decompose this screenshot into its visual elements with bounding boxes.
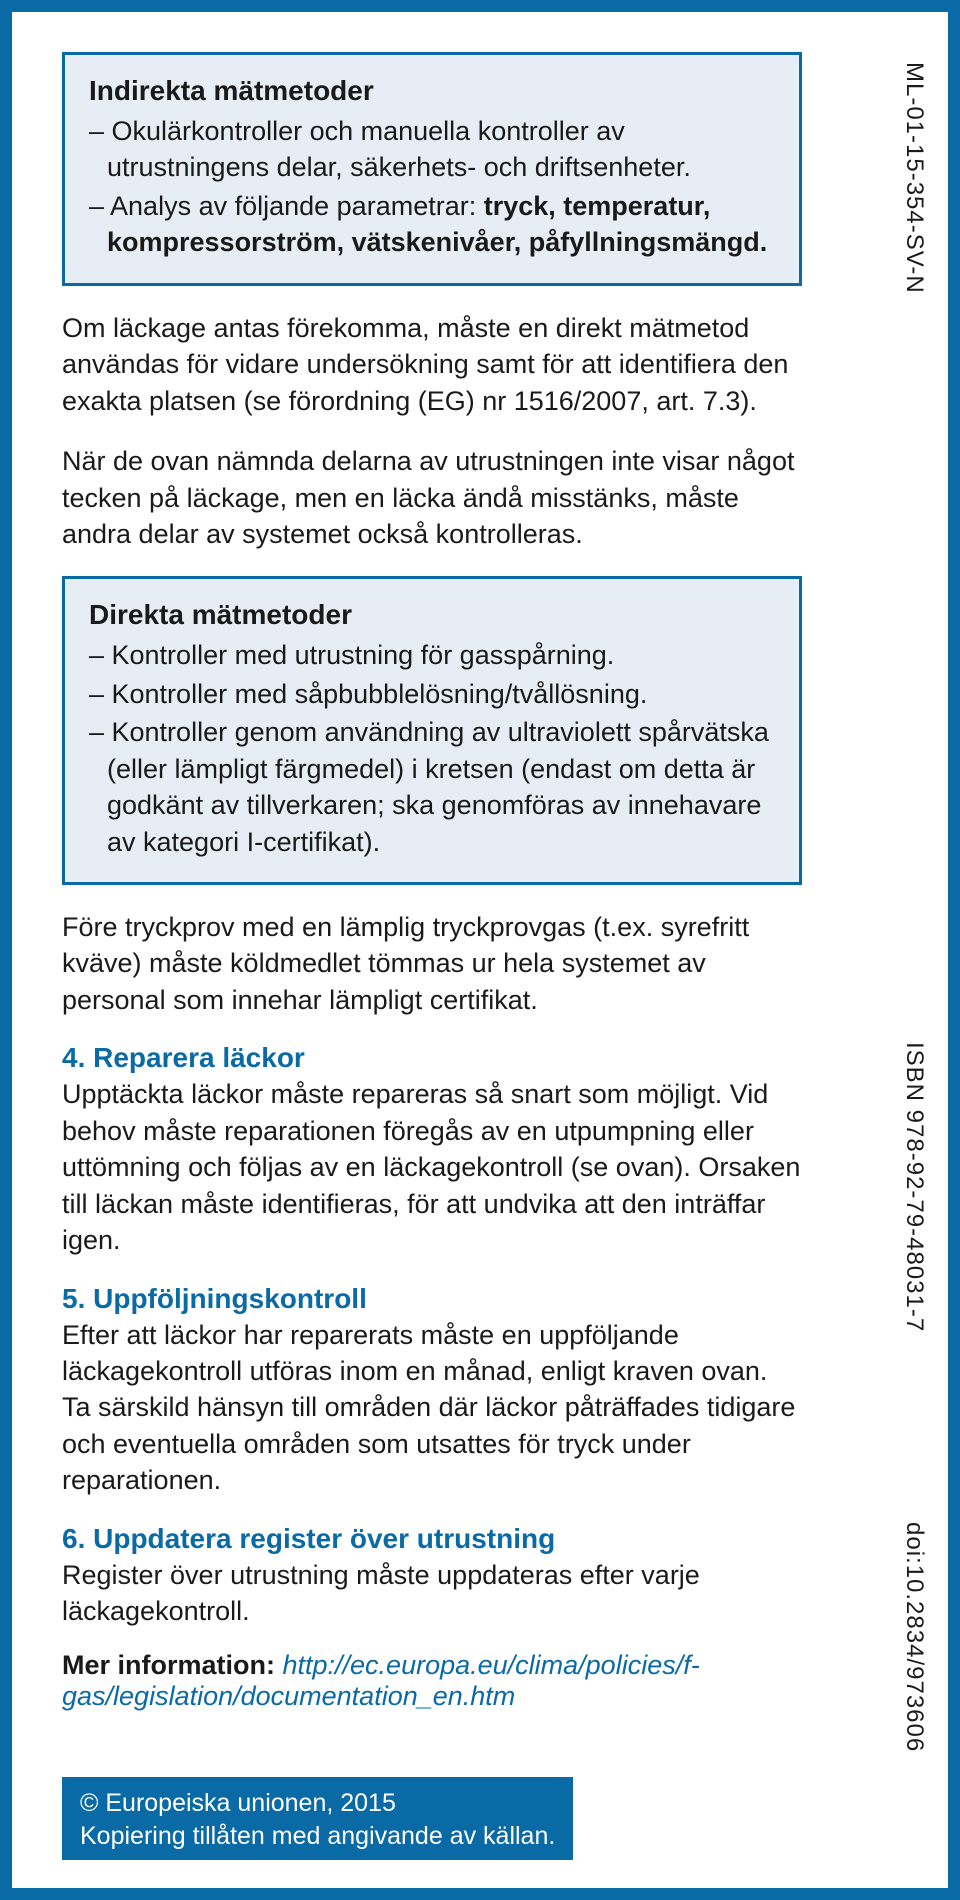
box1-item2-pre: – Analys av följande parametrar: [89, 191, 484, 221]
footer-line1: © Europeiska unionen, 2015 [80, 1787, 555, 1821]
section5-heading: 5. Uppföljningskontroll [62, 1283, 802, 1315]
paragraph-1: Om läckage antas förekomma, måste en dir… [62, 310, 802, 419]
section-5: 5. Uppföljningskontroll Efter att läckor… [62, 1283, 802, 1499]
box1-title: Indirekta mätmetoder [89, 75, 775, 107]
section4-body: Upptäckta läckor måste repareras så snar… [62, 1076, 802, 1258]
section-6: 6. Uppdatera register över utrustning Re… [62, 1523, 802, 1630]
footer-line2: Kopiering tillåten med angivande av käll… [80, 1820, 555, 1854]
section-4: 4. Reparera läckor Upptäckta läckor måst… [62, 1042, 802, 1258]
box2-item2: – Kontroller med såpbubblelösning/tvållö… [89, 676, 775, 712]
more-info-label: Mer information: [62, 1650, 283, 1680]
section6-body: Register över utrustning måste uppdatera… [62, 1557, 802, 1630]
catalog-number: ML-01-15-354-SV-N [900, 62, 928, 294]
copyright-footer: © Europeiska unionen, 2015 Kopiering til… [62, 1777, 573, 1861]
box2-item1: – Kontroller med utrustning för gasspårn… [89, 637, 775, 673]
box2-title: Direkta mätmetoder [89, 599, 775, 631]
isbn-number: ISBN 978-92-79-48031-7 [900, 1042, 928, 1332]
more-information: Mer information: http://ec.europa.eu/cli… [62, 1650, 802, 1712]
section5-body: Efter att läckor har reparerats måste en… [62, 1317, 802, 1499]
document-page: Indirekta mätmetoder – Okulärkontroller … [0, 0, 960, 1900]
box1-item1: – Okulärkontroller och manuella kontroll… [89, 113, 775, 186]
section6-heading: 6. Uppdatera register över utrustning [62, 1523, 802, 1555]
paragraph-3: Före tryckprov med en lämplig tryckprovg… [62, 909, 802, 1018]
box1-item2: – Analys av följande parametrar: tryck, … [89, 188, 775, 261]
section4-heading: 4. Reparera läckor [62, 1042, 802, 1074]
direct-methods-box: Direkta mätmetoder – Kontroller med utru… [62, 576, 802, 885]
paragraph-2: När de ovan nämnda delarna av utrustning… [62, 443, 802, 552]
indirect-methods-box: Indirekta mätmetoder – Okulärkontroller … [62, 52, 802, 286]
main-content: Indirekta mätmetoder – Okulärkontroller … [62, 52, 802, 1712]
box2-item3: – Kontroller genom användning av ultravi… [89, 714, 775, 860]
doi-number: doi:10.2834/973606 [900, 1522, 928, 1752]
